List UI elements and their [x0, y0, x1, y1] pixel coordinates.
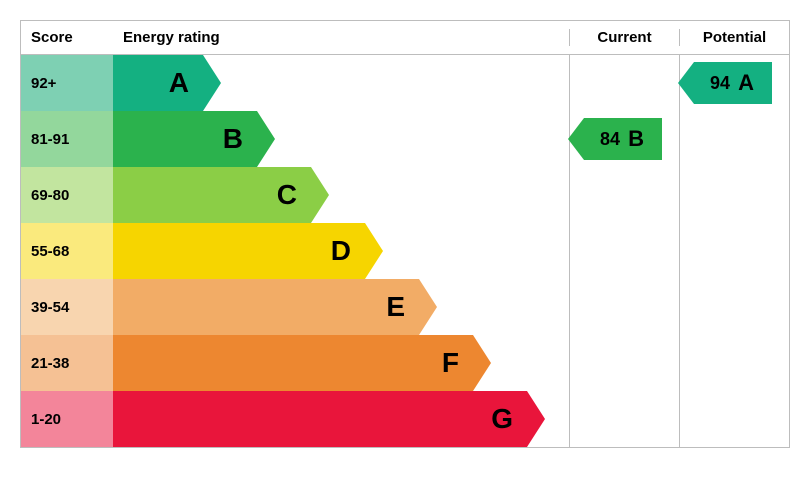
- rating-bar-f: F: [113, 335, 473, 391]
- current-marker-letter: B: [628, 126, 644, 152]
- score-range: 55-68: [21, 223, 113, 279]
- score-range: 81-91: [21, 111, 113, 167]
- potential-cell: [679, 391, 789, 447]
- rating-bar-e: E: [113, 279, 419, 335]
- potential-cell: [679, 167, 789, 223]
- current-cell: [569, 55, 679, 111]
- rating-bar-b: B: [113, 111, 257, 167]
- header-rating: Energy rating: [113, 29, 569, 46]
- potential-cell: 94 A: [679, 55, 789, 111]
- current-cell: [569, 223, 679, 279]
- rating-row-g: 1-20 G: [21, 391, 789, 447]
- potential-cell: [679, 111, 789, 167]
- rating-letter: C: [277, 179, 297, 211]
- potential-cell: [679, 335, 789, 391]
- potential-cell: [679, 223, 789, 279]
- chart-header-row: Score Energy rating Current Potential: [21, 21, 789, 55]
- rating-bar-cell: F: [113, 335, 569, 391]
- rating-bar-a: A: [113, 55, 203, 111]
- rating-row-a: 92+ A 94 A: [21, 55, 789, 111]
- rating-bar-cell: E: [113, 279, 569, 335]
- energy-rating-chart: Score Energy rating Current Potential 92…: [20, 20, 790, 448]
- current-cell: [569, 391, 679, 447]
- chart-body: 92+ A 94 A 81-91 B 84 B 69-80 C 55-68 D 39-54 E 21-38 F…: [21, 55, 789, 447]
- rating-bar-cell: B: [113, 111, 569, 167]
- current-cell: [569, 279, 679, 335]
- rating-letter: D: [331, 235, 351, 267]
- rating-row-f: 21-38 F: [21, 335, 789, 391]
- rating-letter: F: [442, 347, 459, 379]
- rating-bar-c: C: [113, 167, 311, 223]
- rating-row-b: 81-91 B 84 B: [21, 111, 789, 167]
- rating-bar-cell: C: [113, 167, 569, 223]
- rating-row-d: 55-68 D: [21, 223, 789, 279]
- current-cell: 84 B: [569, 111, 679, 167]
- score-range: 1-20: [21, 391, 113, 447]
- header-potential: Potential: [679, 29, 789, 46]
- current-marker-value: 84: [600, 129, 620, 150]
- rating-letter: G: [491, 403, 513, 435]
- current-cell: [569, 167, 679, 223]
- current-marker: 84 B: [584, 118, 662, 160]
- potential-marker: 94 A: [694, 62, 772, 104]
- potential-cell: [679, 279, 789, 335]
- rating-bar-cell: A: [113, 55, 569, 111]
- header-current: Current: [569, 29, 679, 46]
- rating-letter: E: [386, 291, 405, 323]
- potential-marker-value: 94: [710, 73, 730, 94]
- rating-bar-cell: D: [113, 223, 569, 279]
- rating-bar-g: G: [113, 391, 527, 447]
- rating-letter: A: [169, 67, 189, 99]
- rating-bar-cell: G: [113, 391, 569, 447]
- score-range: 69-80: [21, 167, 113, 223]
- current-cell: [569, 335, 679, 391]
- potential-marker-letter: A: [738, 70, 754, 96]
- rating-bar-d: D: [113, 223, 365, 279]
- rating-row-e: 39-54 E: [21, 279, 789, 335]
- score-range: 39-54: [21, 279, 113, 335]
- score-range: 92+: [21, 55, 113, 111]
- rating-row-c: 69-80 C: [21, 167, 789, 223]
- header-score: Score: [21, 29, 113, 46]
- score-range: 21-38: [21, 335, 113, 391]
- rating-letter: B: [223, 123, 243, 155]
